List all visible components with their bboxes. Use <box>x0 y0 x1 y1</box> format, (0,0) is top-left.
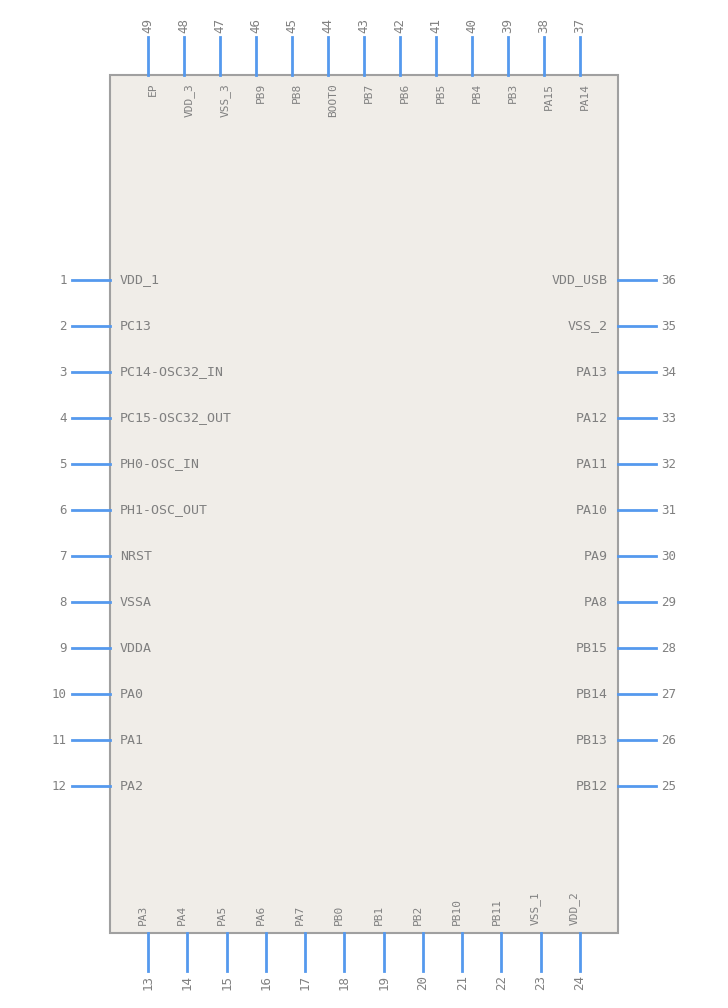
Text: 49: 49 <box>141 18 154 33</box>
Text: 26: 26 <box>661 734 676 747</box>
Text: 20: 20 <box>416 975 430 990</box>
Text: 46: 46 <box>250 18 263 33</box>
Text: 43: 43 <box>357 18 371 33</box>
Text: PA13: PA13 <box>576 366 608 378</box>
Text: PA15: PA15 <box>544 83 554 110</box>
Text: 6: 6 <box>60 504 67 516</box>
Text: PB3: PB3 <box>508 83 518 103</box>
Text: NRST: NRST <box>120 549 152 562</box>
Text: 44: 44 <box>322 18 334 33</box>
Text: PA8: PA8 <box>584 596 608 609</box>
Text: 36: 36 <box>661 273 676 286</box>
Text: VSS_3: VSS_3 <box>220 83 231 117</box>
Text: PH0-OSC_IN: PH0-OSC_IN <box>120 458 200 471</box>
Text: PA11: PA11 <box>576 458 608 471</box>
Text: 10: 10 <box>52 687 67 701</box>
Text: 23: 23 <box>534 975 547 990</box>
Text: PC15-OSC32_OUT: PC15-OSC32_OUT <box>120 411 232 424</box>
Text: 24: 24 <box>574 975 587 990</box>
Text: PC13: PC13 <box>120 320 152 333</box>
Text: 1: 1 <box>60 273 67 286</box>
Text: 38: 38 <box>537 18 550 33</box>
Text: 15: 15 <box>220 975 233 990</box>
Text: 30: 30 <box>661 549 676 562</box>
Text: VSSA: VSSA <box>120 596 152 609</box>
Text: 28: 28 <box>661 641 676 654</box>
Text: PB7: PB7 <box>364 83 374 103</box>
Text: PA3: PA3 <box>138 905 148 925</box>
Text: PH1-OSC_OUT: PH1-OSC_OUT <box>120 504 208 516</box>
Text: PB5: PB5 <box>436 83 446 103</box>
Text: 32: 32 <box>661 458 676 471</box>
Text: PB0: PB0 <box>334 905 344 925</box>
Text: 29: 29 <box>661 596 676 609</box>
Text: PB1: PB1 <box>373 905 384 925</box>
Text: PA5: PA5 <box>216 905 226 925</box>
Text: 39: 39 <box>502 18 515 33</box>
Text: PA2: PA2 <box>120 779 144 792</box>
Text: PA7: PA7 <box>295 905 305 925</box>
Text: VSS_2: VSS_2 <box>568 320 608 333</box>
Text: 22: 22 <box>495 975 508 990</box>
Text: 11: 11 <box>52 734 67 747</box>
Text: EP: EP <box>148 83 158 97</box>
Text: 9: 9 <box>60 641 67 654</box>
Text: PA12: PA12 <box>576 411 608 424</box>
Text: BOOT0: BOOT0 <box>328 83 338 117</box>
Text: 48: 48 <box>178 18 191 33</box>
Text: 17: 17 <box>298 975 312 990</box>
Text: VDDA: VDDA <box>120 641 152 654</box>
Text: 21: 21 <box>456 975 469 990</box>
Text: PB2: PB2 <box>413 905 423 925</box>
Text: VDD_1: VDD_1 <box>120 273 160 286</box>
Text: VDD_2: VDD_2 <box>569 891 580 925</box>
Text: 7: 7 <box>60 549 67 562</box>
Bar <box>110 75 618 933</box>
Text: VDD_USB: VDD_USB <box>552 273 608 286</box>
Text: 27: 27 <box>661 687 676 701</box>
Text: PA1: PA1 <box>120 734 144 747</box>
Text: PA10: PA10 <box>576 504 608 516</box>
Text: PB10: PB10 <box>452 898 462 925</box>
Text: 4: 4 <box>60 411 67 424</box>
Text: 45: 45 <box>285 18 298 33</box>
Text: 13: 13 <box>141 975 154 990</box>
Text: 47: 47 <box>213 18 226 33</box>
Text: 8: 8 <box>60 596 67 609</box>
Text: PC14-OSC32_IN: PC14-OSC32_IN <box>120 366 224 378</box>
Text: 2: 2 <box>60 320 67 333</box>
Text: PA6: PA6 <box>256 905 266 925</box>
Text: 34: 34 <box>661 366 676 378</box>
Text: 16: 16 <box>259 975 272 990</box>
Text: PB6: PB6 <box>400 83 410 103</box>
Text: 14: 14 <box>181 975 194 990</box>
Text: 19: 19 <box>377 975 390 990</box>
Text: 18: 18 <box>338 975 351 990</box>
Text: PB9: PB9 <box>256 83 266 103</box>
Text: PA4: PA4 <box>178 905 187 925</box>
Text: PB11: PB11 <box>491 898 502 925</box>
Text: VSS_1: VSS_1 <box>530 891 541 925</box>
Text: PB8: PB8 <box>292 83 302 103</box>
Text: PB15: PB15 <box>576 641 608 654</box>
Text: PA9: PA9 <box>584 549 608 562</box>
Text: PB12: PB12 <box>576 779 608 792</box>
Text: 41: 41 <box>430 18 443 33</box>
Text: 25: 25 <box>661 779 676 792</box>
Text: 40: 40 <box>465 18 478 33</box>
Text: PB4: PB4 <box>472 83 482 103</box>
Text: 37: 37 <box>574 18 587 33</box>
Text: PA0: PA0 <box>120 687 144 701</box>
Text: 35: 35 <box>661 320 676 333</box>
Text: 33: 33 <box>661 411 676 424</box>
Text: PB14: PB14 <box>576 687 608 701</box>
Text: 3: 3 <box>60 366 67 378</box>
Text: PA14: PA14 <box>580 83 590 110</box>
Text: VDD_3: VDD_3 <box>184 83 195 117</box>
Text: 42: 42 <box>394 18 406 33</box>
Text: 12: 12 <box>52 779 67 792</box>
Text: 31: 31 <box>661 504 676 516</box>
Text: 5: 5 <box>60 458 67 471</box>
Text: PB13: PB13 <box>576 734 608 747</box>
